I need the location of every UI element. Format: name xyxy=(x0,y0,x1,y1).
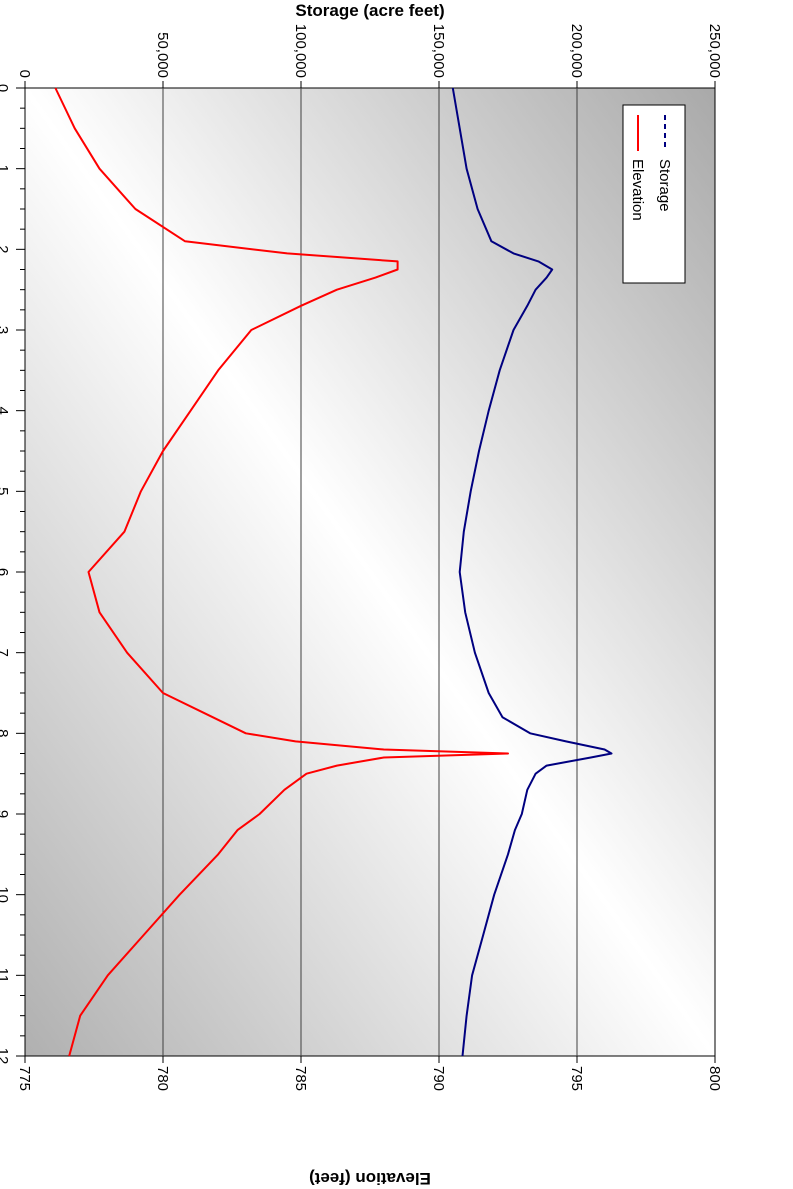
x-tick-label: 1 xyxy=(0,164,11,172)
x-tick-label: 6 xyxy=(0,568,11,576)
x-tick-label: 11 xyxy=(0,968,11,984)
left-tick-label: 50,000 xyxy=(154,32,171,78)
axes-layer: 0123456789101112050,000100,000150,000200… xyxy=(0,1,723,1188)
right-tick-label: 800 xyxy=(706,1066,723,1091)
legend-label-storage: Storage xyxy=(656,159,673,212)
x-tick-label: 2 xyxy=(0,245,11,253)
series-layer xyxy=(54,87,613,1057)
x-tick-label: 5 xyxy=(0,487,11,495)
right-tick-label: 780 xyxy=(154,1066,171,1091)
x-tick-label: 4 xyxy=(0,406,11,414)
left-tick-label: 100,000 xyxy=(292,24,309,78)
left-tick-label: 200,000 xyxy=(568,24,585,78)
right-tick-label: 790 xyxy=(430,1066,447,1091)
left-tick-label: 250,000 xyxy=(706,24,723,78)
grid-lines xyxy=(162,88,578,1056)
x-tick-label: 9 xyxy=(0,810,11,818)
left-tick-label: 0 xyxy=(16,70,33,78)
left-tick-label: 150,000 xyxy=(430,24,447,78)
x-tick-label: 8 xyxy=(0,729,11,737)
x-tick-label: 7 xyxy=(0,648,11,656)
right-tick-label: 775 xyxy=(16,1066,33,1091)
left-axis-title: Storage (acre feet) xyxy=(295,1,444,20)
x-tick-label: 3 xyxy=(0,326,11,334)
plot-area xyxy=(24,87,716,1057)
x-tick-label: 10 xyxy=(0,886,11,903)
right-axis-title: Elevation (feet) xyxy=(309,1169,431,1188)
right-tick-label: 785 xyxy=(292,1066,309,1091)
legend: Storage Elevation xyxy=(622,104,686,284)
x-tick-label: 12 xyxy=(0,1048,11,1065)
legend-label-elevation: Elevation xyxy=(629,159,646,221)
series-line-storage xyxy=(451,87,613,1057)
x-tick-label: 0 xyxy=(0,84,11,92)
right-tick-label: 795 xyxy=(568,1066,585,1091)
series-line-elevation xyxy=(54,87,509,1057)
